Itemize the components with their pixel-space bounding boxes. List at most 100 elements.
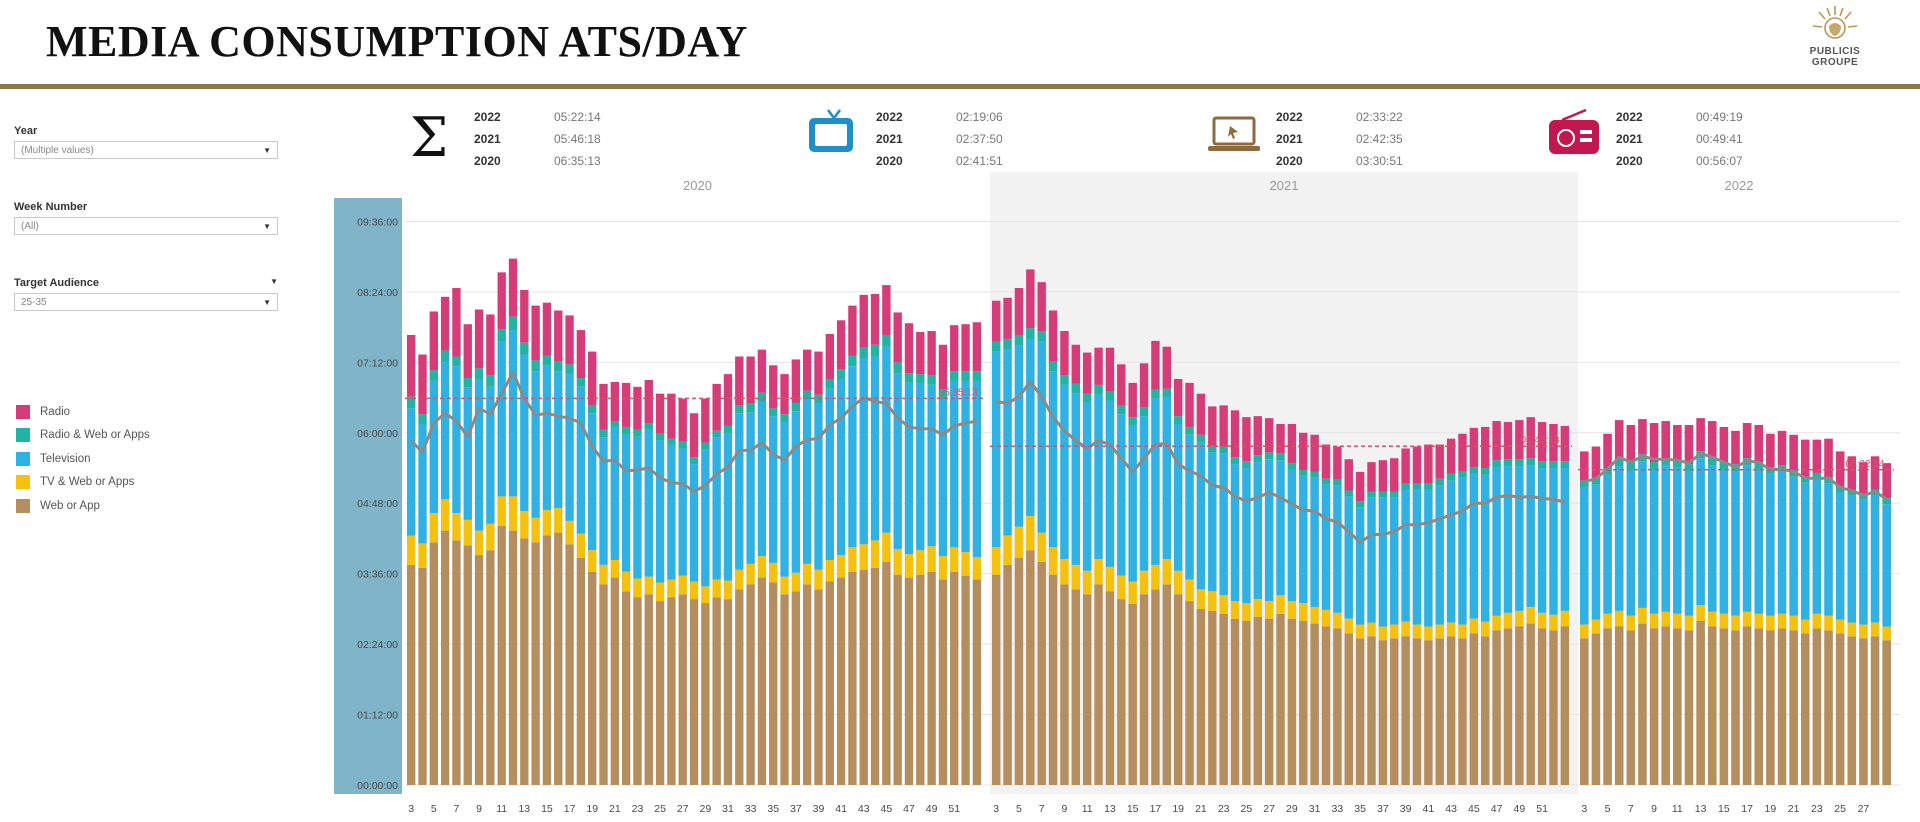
bar-web-or-app [1196,608,1206,785]
bar-tv-web-or-apps [1661,611,1671,627]
bar-television [1060,384,1069,559]
bar-television [667,444,676,580]
bar-radio [723,374,733,426]
week-number-dropdown[interactable]: (All) ▼ [14,217,278,235]
bar-radio-web-or-apps [1446,473,1456,481]
legend-item-web-app[interactable]: Web or App [16,494,150,518]
bar-web-or-app [1128,604,1137,785]
bar-television [1367,497,1376,623]
kpi-years: 2022 2021 2020 [1616,106,1643,172]
bar-web-or-app [927,571,936,785]
legend-item-tv-web-apps[interactable]: TV & Web or Apps [16,471,150,495]
bar-tv-web-or-apps [1185,579,1194,602]
y-tick-label: 08:24:00 [357,287,398,299]
bar-radio-web-or-apps [893,362,902,374]
bar-tv-web-or-apps [1789,615,1798,631]
bar-television [859,358,868,545]
bar-tv-web-or-apps [1603,613,1612,629]
year-filter-label: Year [14,125,38,137]
kpi-values: 00:49:19 00:49:41 00:56:07 [1696,106,1743,172]
trend-line [1583,451,1888,501]
bar-television [1754,469,1764,614]
target-audience-dropdown-value: 25-35 [21,297,47,308]
bar-radio-web-or-apps [655,433,665,441]
x-tick-label: 13 [1104,803,1116,815]
bar-radio [938,344,948,390]
legend-item-television[interactable]: Television [16,447,150,471]
bar-web-or-app [1412,638,1422,785]
bar-television [1638,461,1647,608]
radio-icon [1549,108,1599,154]
bar-radio [992,300,1001,342]
bar-radio-web-or-apps [1603,468,1612,475]
x-tick-label: 37 [790,803,802,815]
bar-television [882,346,891,533]
kpi-value: 00:49:19 [1696,110,1743,124]
bar-television [1390,497,1399,625]
bar-tv-web-or-apps [1048,547,1058,575]
bar-radio [1515,420,1524,460]
television-icon [809,109,853,152]
filter-menu-caret-icon[interactable]: ▼ [270,277,278,286]
bar-television [870,356,880,541]
bar-radio [1071,344,1081,384]
bar-radio-web-or-apps [791,402,801,412]
bar-tv-web-or-apps [689,581,699,600]
bar-web-or-app [1580,638,1589,785]
x-tick-label: 11 [496,803,507,815]
legend-swatch [16,428,30,443]
bar-web-or-app [1859,638,1868,785]
bar-radio-web-or-apps [1835,486,1845,493]
x-tick-label: 23 [1218,803,1230,815]
legend-item-radio[interactable]: Radio [16,400,150,424]
legend-item-radio-web-apps[interactable]: Radio & Web or Apps [16,424,150,448]
bar-radio [1424,444,1433,484]
bar-tv-web-or-apps [950,547,959,572]
bar-radio [1661,421,1671,459]
bar-tv-web-or-apps [1435,624,1444,639]
bar-radio [429,311,438,371]
bar-television [440,362,450,500]
sigma-icon: Σ [410,106,448,162]
bar-web-or-app [1549,630,1558,785]
bar-television [972,380,982,558]
bar-radio [599,383,608,430]
y-tick-label: 04:48:00 [357,498,398,510]
bar-television [1208,452,1217,592]
bar-television [429,380,438,514]
bar-tv-web-or-apps [1208,591,1217,611]
bar-tv-web-or-apps [1299,603,1308,621]
bar-web-or-app [1824,630,1833,785]
x-tick-label: 7 [454,803,460,815]
bar-web-or-app [712,597,721,785]
bar-radio [893,312,902,363]
x-tick-label: 3 [408,803,414,815]
bar-web-or-app [1287,618,1297,785]
bar-radio [1835,451,1845,487]
bar-web-or-app [440,530,450,785]
bar-tv-web-or-apps [1777,613,1787,629]
bar-web-or-app [1253,616,1262,785]
x-tick-label: 25 [1241,803,1253,815]
bar-television [780,422,789,577]
bar-radio-web-or-apps [769,408,778,417]
kpi-value: 02:33:22 [1356,110,1403,124]
bar-radio-web-or-apps [882,334,891,347]
bar-radio-web-or-apps [1151,389,1160,399]
bar-web-or-app [1435,638,1444,785]
target-audience-dropdown[interactable]: 25-35 ▼ [14,293,278,311]
bar-tv-web-or-apps [418,543,427,568]
bar-radio [1458,433,1467,471]
year-dropdown[interactable]: (Multiple values) ▼ [14,141,278,159]
y-tick-label: 00:00:00 [357,780,398,792]
bar-radio [565,315,574,365]
bar-tv-web-or-apps [1847,622,1857,637]
laptop-icon [1208,116,1260,151]
bar-web-or-app [1614,626,1624,785]
x-tick-label: 45 [881,803,893,815]
bar-web-or-app [599,584,608,785]
bar-radio [486,314,495,376]
bar-radio [870,293,880,345]
bar-tv-web-or-apps [1742,611,1752,627]
bar-tv-web-or-apps [1128,581,1137,605]
